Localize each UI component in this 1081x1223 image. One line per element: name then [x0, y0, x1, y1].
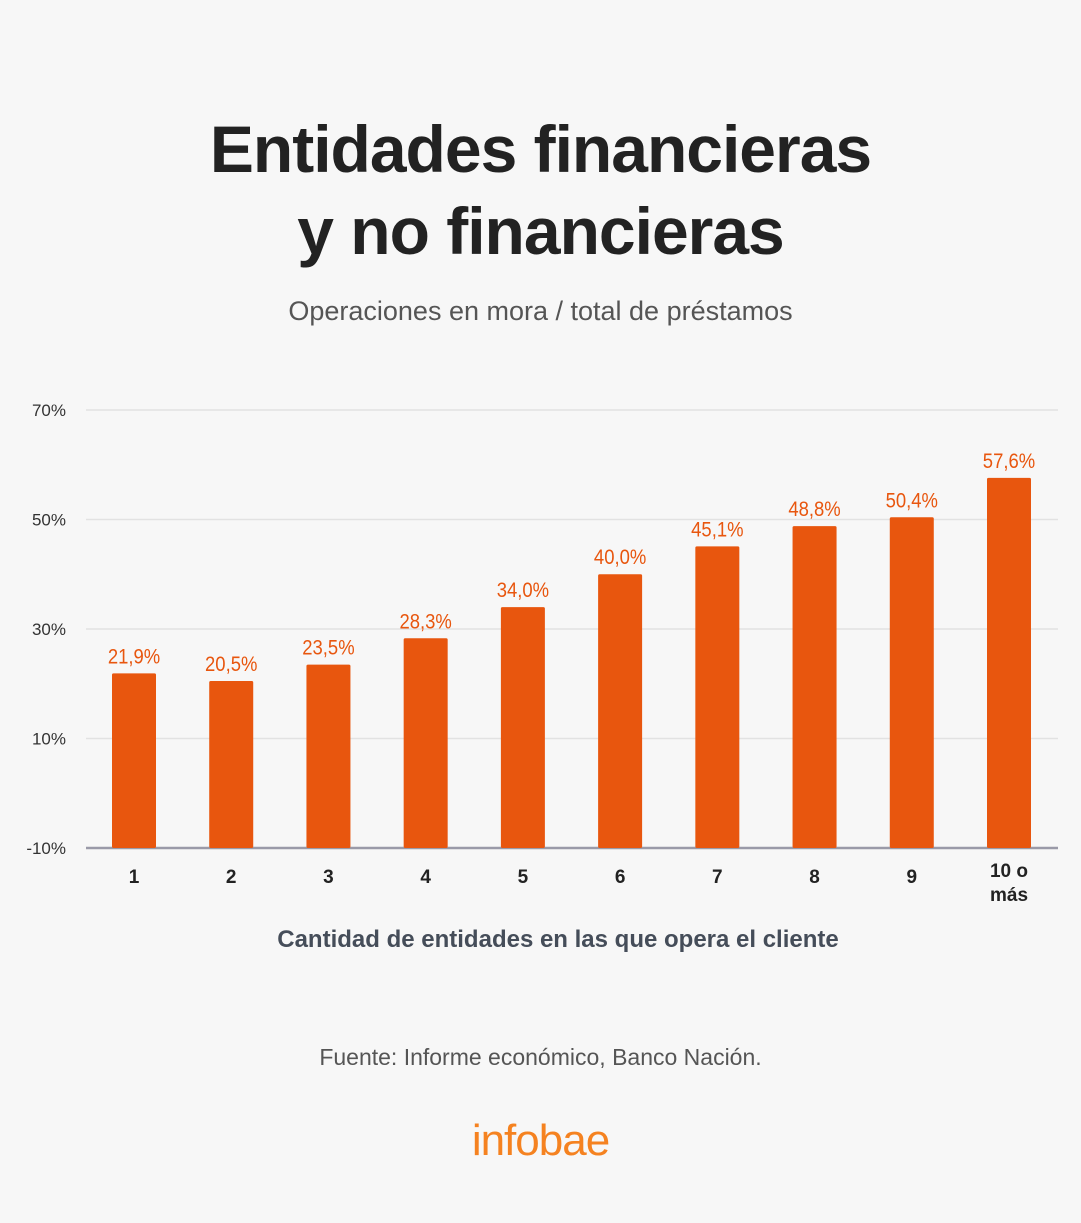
bar — [792, 526, 837, 848]
bar — [500, 607, 545, 848]
infobae-logo: infobae — [471, 1116, 610, 1165]
value-label: 48,8% — [788, 498, 840, 521]
x-tick-label: 4 — [420, 867, 431, 888]
bar — [695, 546, 740, 848]
y-axis-ticks: 70% 50% 30% 10% -10% — [26, 401, 66, 858]
x-tick-label: 10 o más — [990, 861, 1028, 906]
y-tick-label: 10% — [32, 730, 66, 749]
value-label: 45,1% — [691, 518, 743, 541]
chart-title: Entidades financieras y no financieras — [0, 108, 1081, 272]
bar — [306, 664, 351, 848]
value-label: 23,5% — [302, 637, 354, 660]
value-labels: 21,9% 20,5% 23,5% 28,3% 34,0% 40,0% 45,1% 48,8%… — [108, 450, 1035, 676]
bar — [987, 477, 1031, 848]
chart-title-line-1: Entidades financieras — [209, 112, 872, 186]
y-tick-label: -10% — [26, 839, 66, 858]
x-tick-label: 8 — [809, 867, 820, 888]
value-label: 20,5% — [205, 653, 257, 676]
bar — [403, 638, 448, 848]
x-tick-label: 1 — [129, 867, 140, 888]
bar — [209, 681, 254, 848]
x-tick-label: 7 — [712, 867, 723, 888]
value-label: 28,3% — [399, 610, 451, 633]
value-label: 57,6% — [983, 450, 1035, 473]
x-tick-label: 9 — [906, 867, 917, 888]
bars — [112, 477, 1031, 848]
chart-subtitle: Operaciones en mora / total de préstamos — [288, 296, 793, 326]
bar — [598, 574, 643, 848]
chart-title-line-2: y no financieras — [297, 194, 785, 268]
x-tick-label: 2 — [226, 867, 237, 888]
x-tick-label: 5 — [518, 867, 529, 888]
x-axis-label: Cantidad de entidades en las que opera e… — [277, 926, 839, 953]
x-tick-label: 6 — [615, 867, 626, 888]
y-tick-label: 30% — [32, 620, 66, 639]
y-tick-label: 70% — [32, 401, 66, 420]
value-label: 40,0% — [594, 546, 646, 569]
value-label: 50,4% — [886, 489, 938, 512]
value-label: 21,9% — [108, 645, 160, 668]
bar — [112, 673, 156, 848]
source-note: Fuente: Informe económico, Banco Nación. — [319, 1044, 762, 1070]
x-axis-ticks: 1 2 3 4 5 6 7 8 9 10 o más — [129, 861, 1028, 906]
x-tick-label: 3 — [323, 867, 334, 888]
value-label: 34,0% — [497, 579, 549, 602]
bar — [889, 517, 934, 848]
bar-chart: 70% 50% 30% 10% -10% 21,9% 20,5% 23,5% 28,3% 34,… — [26, 401, 1058, 906]
y-tick-label: 50% — [32, 511, 66, 530]
